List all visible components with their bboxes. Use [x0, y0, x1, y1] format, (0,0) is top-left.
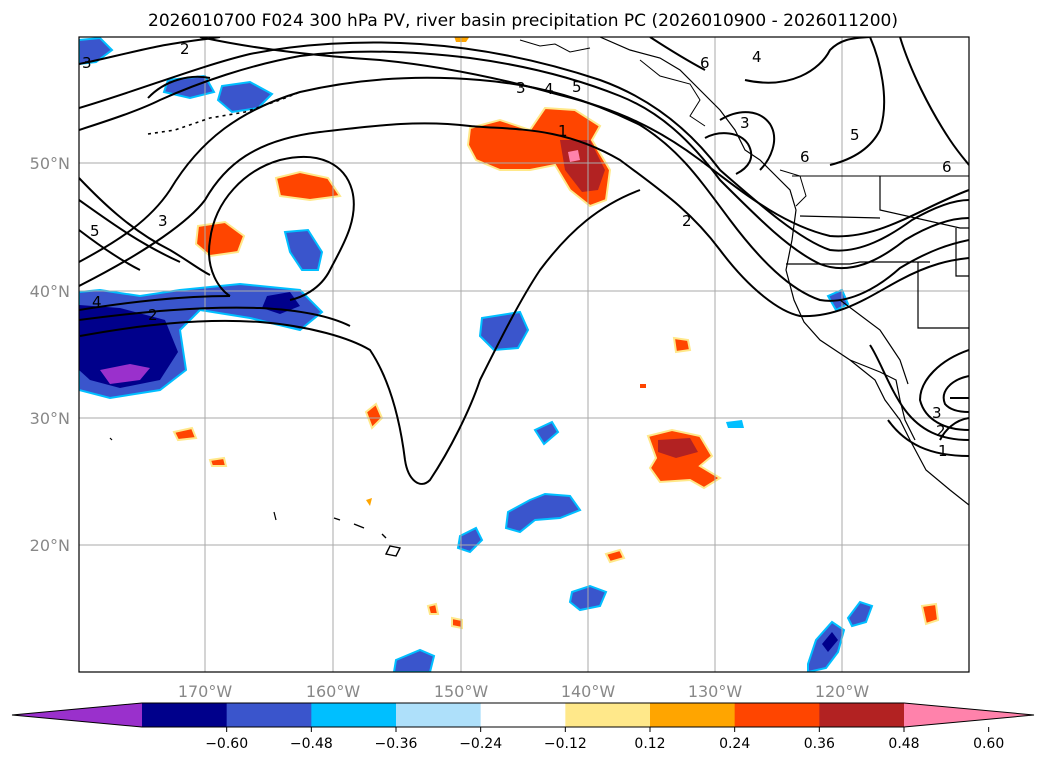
positive-anomaly: [672, 336, 692, 354]
lat-label: 30°N: [30, 409, 70, 428]
figure-title: 2026010700 F024 300 hPa PV, river basin …: [148, 11, 898, 31]
contour-label: 1: [938, 442, 948, 460]
colorbar-segment: [734, 703, 820, 727]
contour-label: 3: [932, 404, 942, 422]
negative-anomaly: [392, 648, 436, 672]
colorbar-segment: [396, 703, 482, 727]
gridlines: [79, 37, 969, 672]
positive-anomaly: [920, 602, 940, 626]
contour-label: 3: [516, 79, 526, 97]
negative-anomaly: [726, 420, 744, 428]
positive-anomaly: [451, 616, 463, 630]
lon-label: 140°W: [561, 682, 616, 701]
map-frame: [78, 36, 970, 673]
lon-label: 160°W: [306, 682, 361, 701]
contour-label: 2: [180, 40, 190, 58]
contour-label: 6: [800, 148, 810, 166]
colorbar-segment: [565, 703, 651, 727]
negative-anomaly: [456, 526, 484, 554]
colorbar-segment: [650, 703, 736, 727]
colorbar-tick-label: −0.60: [205, 736, 248, 752]
contour-label: 6: [942, 158, 952, 176]
contour-label: 6: [700, 54, 710, 72]
pv-contour-labels: 2 3 3 5 4 2 3 4 5 1 2 6 4 3 6 5 6 3 2 1: [82, 40, 952, 460]
contour-label: 4: [92, 293, 102, 311]
colorbar-tick-label: 0.48: [888, 736, 919, 752]
lat-label: 40°N: [30, 282, 70, 301]
latitude-labels: 50°N 40°N 30°N 20°N: [30, 154, 70, 555]
lon-label: 150°W: [434, 682, 489, 701]
contour-label: 1: [558, 122, 568, 140]
colorbar-extend-high: [904, 703, 1034, 727]
contour-label: 2: [682, 212, 692, 230]
positive-anomaly-central: [646, 428, 722, 490]
colorbar-tick-label: 0.12: [634, 736, 665, 752]
colorbar-segment: [142, 703, 228, 727]
map-panel: 2 3 3 5 4 2 3 4 5 1 2 6 4 3 6 5 6 3 2 1: [30, 36, 970, 701]
contour-label: 4: [544, 80, 554, 98]
longitude-labels: 170°W 160°W 150°W 140°W 130°W 120°W: [178, 682, 870, 701]
colorbar-tick-label: 0.36: [804, 736, 835, 752]
colorbar-segment: [819, 703, 905, 727]
negative-anomaly: [79, 37, 114, 66]
positive-anomaly: [194, 220, 246, 258]
colorbar-segment: [311, 703, 397, 727]
colorbar-segments: [11, 702, 1035, 728]
positive-anomaly: [426, 602, 440, 615]
colorbar-segment: [480, 703, 566, 727]
colorbar-tick-label: −0.36: [375, 736, 418, 752]
contour-label: 3: [158, 212, 168, 230]
colorbar-segment: [226, 703, 312, 727]
negative-anomaly: [504, 492, 582, 534]
colorbar-tick-label: 0.24: [719, 736, 750, 752]
colorbar-extend-low: [12, 703, 142, 727]
negative-anomaly: [533, 420, 560, 446]
lat-label: 50°N: [30, 154, 70, 173]
contour-label: 5: [572, 78, 582, 96]
positive-anomaly: [640, 384, 646, 388]
colorbar-ticks: −0.60 −0.48 −0.36 −0.24 −0.12 0.12 0.24 0.36 0.4…: [205, 727, 1004, 752]
colorbar-outline: [11, 702, 1035, 728]
lon-label: 170°W: [178, 682, 233, 701]
positive-anomaly: [604, 548, 626, 564]
contour-label: 5: [850, 126, 860, 144]
contour-label: 2: [148, 306, 158, 324]
positive-anomaly-north: [466, 106, 612, 208]
contour-label: 4: [752, 48, 762, 66]
contour-label: 2: [936, 422, 946, 440]
colorbar-tick-label: −0.48: [290, 736, 333, 752]
negative-anomaly-core: [822, 632, 838, 652]
negative-anomaly: [846, 600, 874, 628]
positive-anomaly: [366, 498, 372, 506]
colorbar-tick-label: −0.24: [459, 736, 502, 752]
contour-label: 3: [740, 114, 750, 132]
contour-label: 3: [82, 54, 92, 72]
colorbar: −0.60 −0.48 −0.36 −0.24 −0.12 0.12 0.24 0.36 0.4…: [11, 702, 1035, 752]
lon-label: 120°W: [815, 682, 870, 701]
positive-anomaly: [454, 37, 470, 42]
pv-contours: [79, 37, 969, 485]
positive-anomaly: [172, 426, 198, 442]
positive-anomaly: [208, 456, 228, 467]
positive-anomaly: [274, 170, 342, 202]
contour-label: 5: [90, 222, 100, 240]
lon-label: 130°W: [688, 682, 743, 701]
lat-label: 20°N: [30, 536, 70, 555]
colorbar-tick-label: 0.60: [973, 736, 1004, 752]
negative-anomaly: [283, 228, 324, 271]
colorbar-tick-label: −0.12: [544, 736, 587, 752]
